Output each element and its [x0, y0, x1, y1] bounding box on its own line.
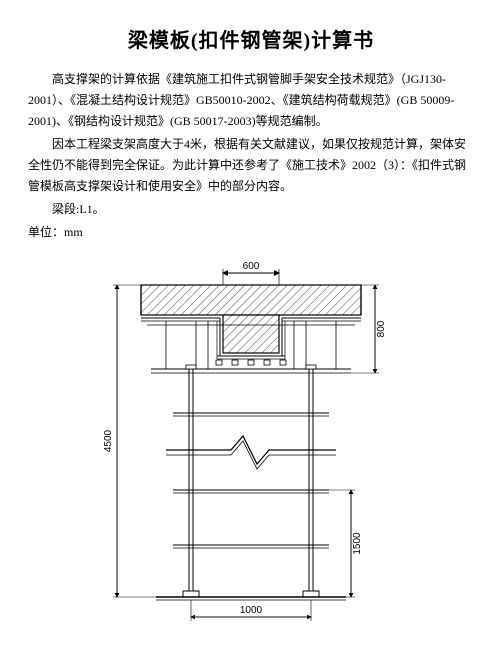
page-title: 梁模板(扣件钢管架)计算书 — [28, 24, 474, 53]
beam-formwork-diagram: 600 800 1500 4500 1000 — [81, 245, 421, 625]
svg-text:1000: 1000 — [240, 605, 263, 616]
svg-text:800: 800 — [376, 320, 387, 337]
paragraph-1: 高支撑架的计算依据《建筑施工扣件式钢管脚手架安全技术规范》（JGJ130-200… — [28, 69, 474, 132]
svg-text:4500: 4500 — [103, 429, 114, 452]
beam-label: 梁段:L1。 — [28, 199, 474, 220]
paragraph-2: 因本工程梁支架高度大于4米，根据有关文献建议，如果仅按规范计算，架体安全性仍不能… — [28, 134, 474, 197]
svg-text:1500: 1500 — [352, 532, 363, 555]
svg-text:600: 600 — [243, 261, 260, 272]
diagram-container: 600 800 1500 4500 1000 — [28, 245, 474, 625]
unit-label: 单位：mm — [28, 222, 474, 243]
